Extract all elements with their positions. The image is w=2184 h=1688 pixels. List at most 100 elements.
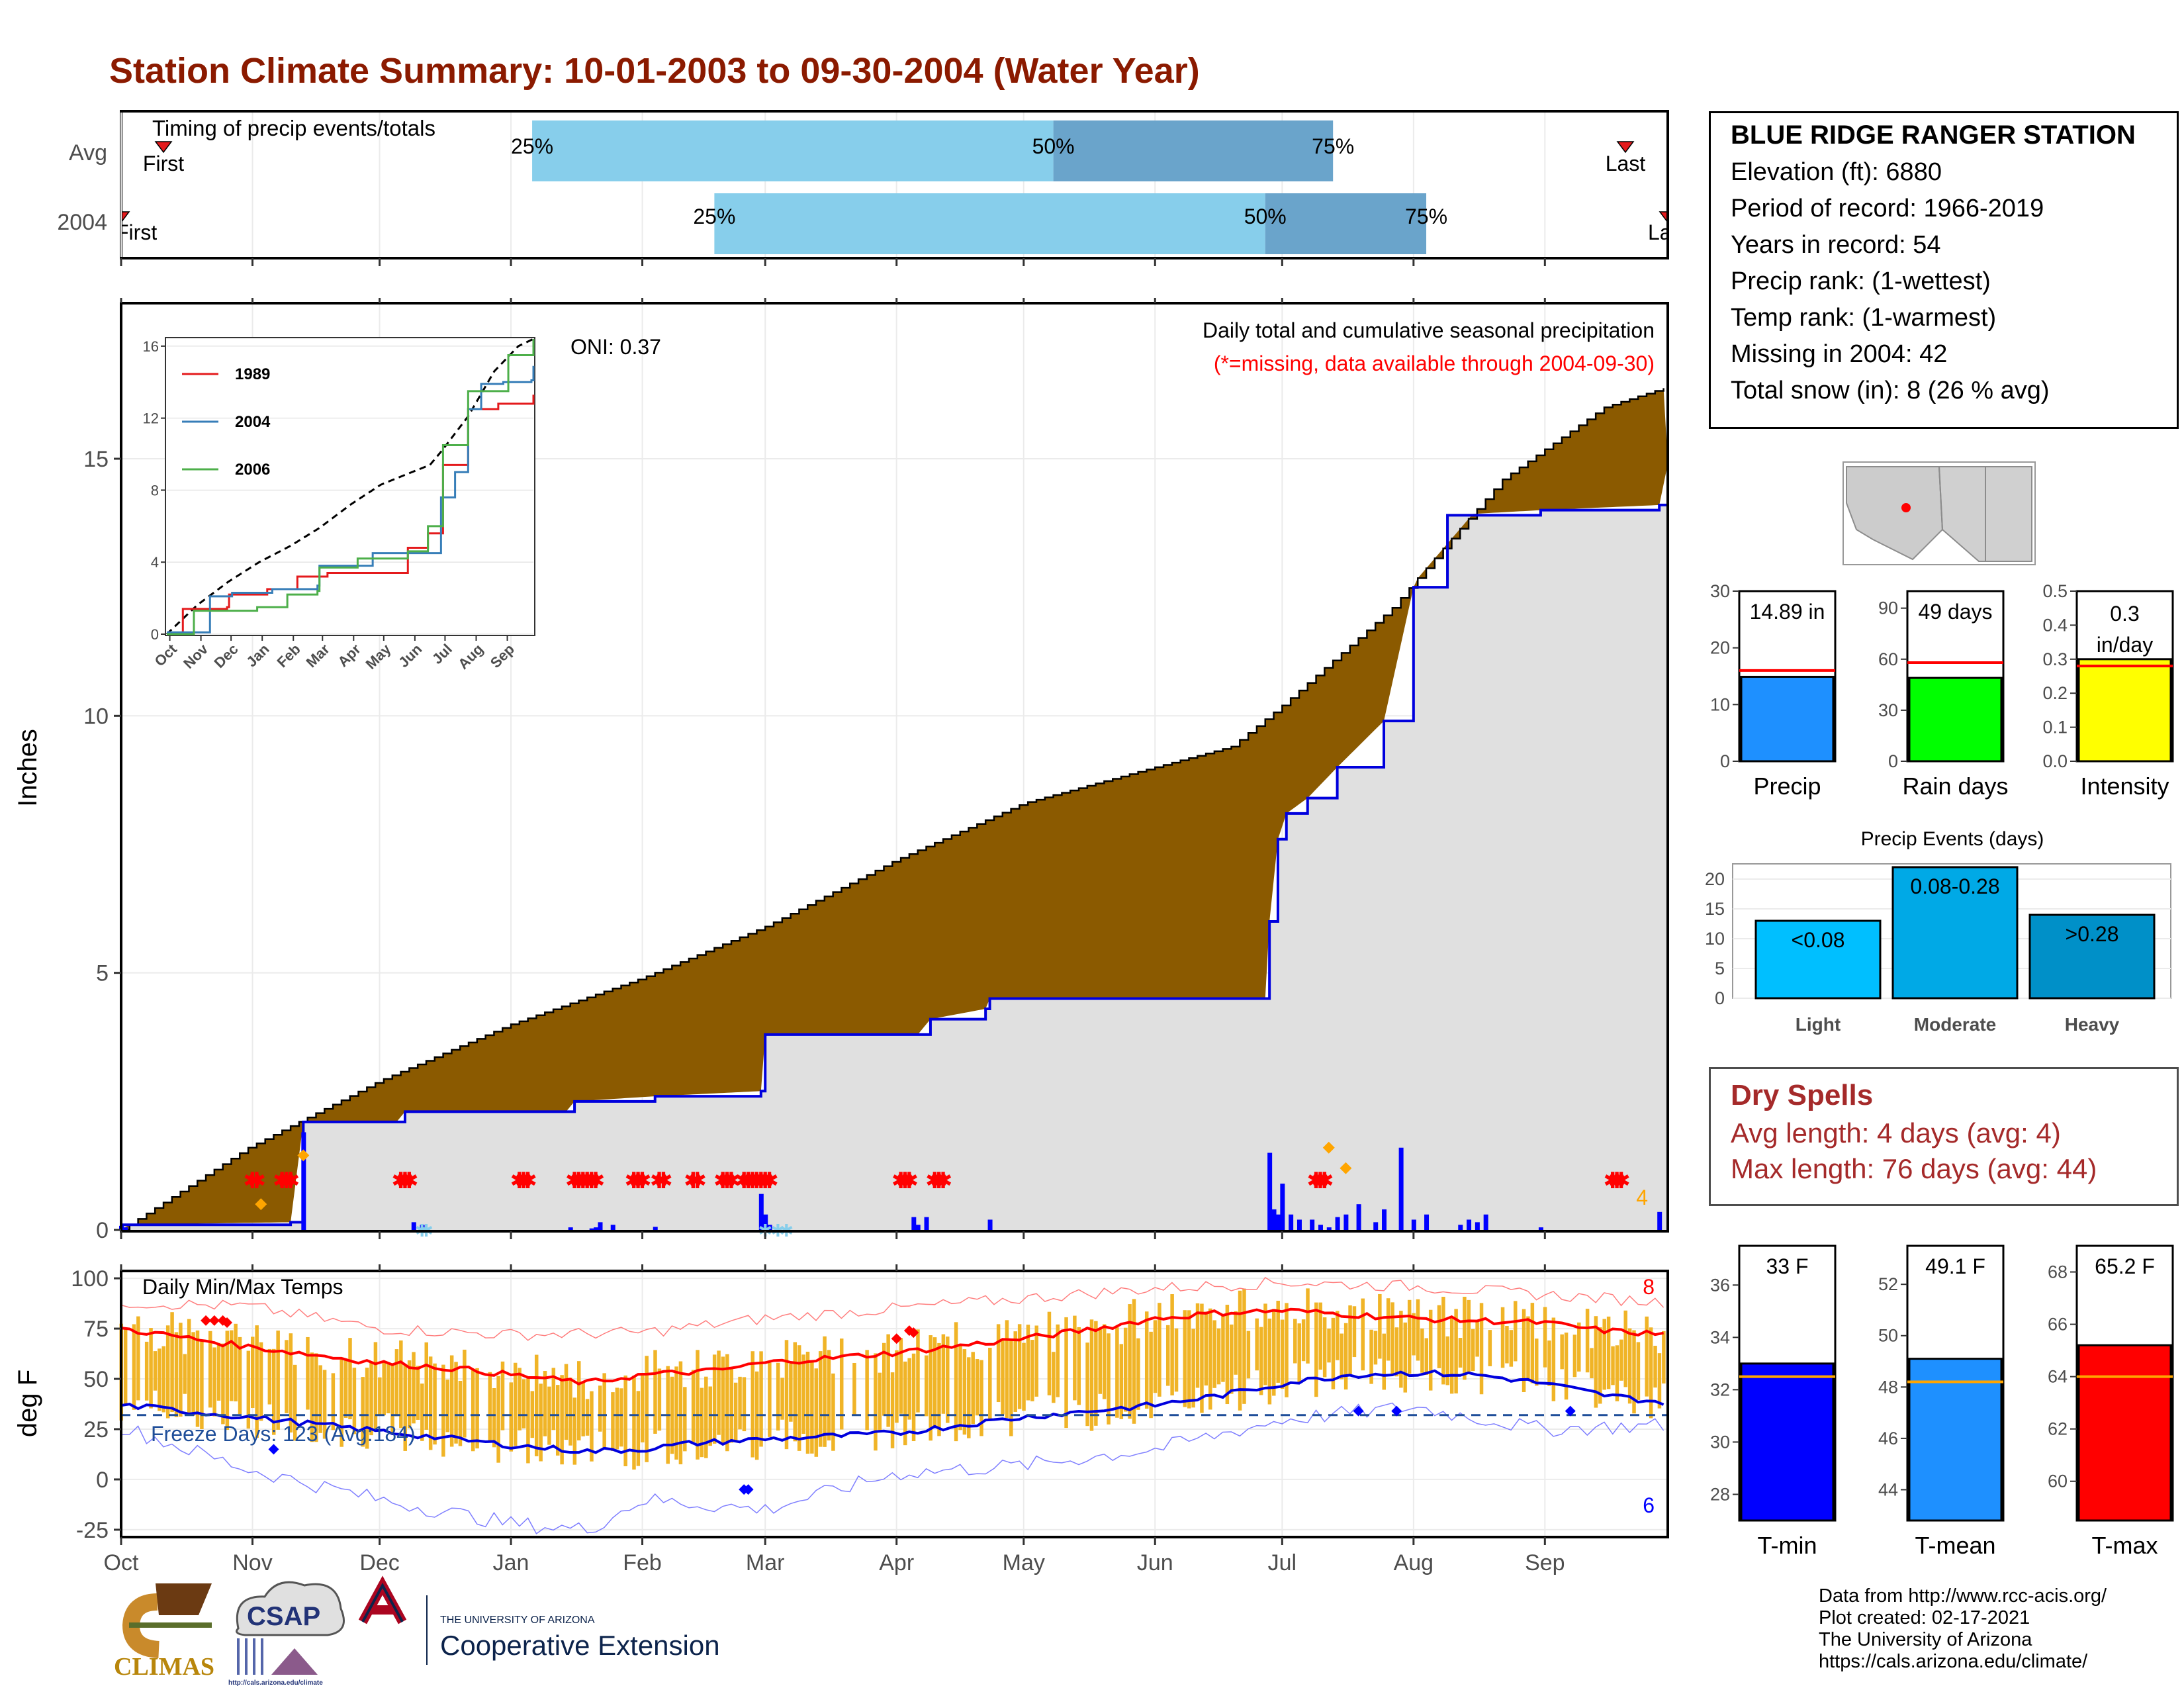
missing-day-marker: ✱ [396, 1168, 415, 1194]
daily-temp-bar [793, 1342, 797, 1442]
summary-ytick-label: 64 [2048, 1367, 2068, 1387]
csap-bars [237, 1638, 263, 1675]
daily-temp-bar [234, 1323, 238, 1402]
events-category-label: Heavy [2065, 1014, 2120, 1035]
daily-temp-bar [911, 1353, 916, 1442]
daily-temp-bar [212, 1347, 216, 1417]
daily-temp-bar [670, 1376, 674, 1454]
daily-temp-bar [696, 1350, 700, 1460]
missing-day-marker: ✱ [743, 1168, 762, 1194]
daily-temp-bar [1238, 1290, 1242, 1411]
daily-precip-bar [1267, 1152, 1273, 1230]
daily-temp-bar [831, 1373, 835, 1451]
summary-category-label: T-max [2091, 1532, 2158, 1559]
daily-temp-bar [827, 1350, 831, 1441]
daily-temp-bar [449, 1355, 454, 1447]
inset-avg-line [165, 338, 534, 635]
daily-temp-bar [1030, 1340, 1034, 1401]
daily-temp-bar [1094, 1321, 1098, 1426]
daily-temp-bar [569, 1378, 572, 1446]
credit-line: The University of Arizona [1819, 1629, 2032, 1650]
daily-temp-bar [530, 1391, 535, 1438]
daily-temp-bar [1183, 1310, 1187, 1407]
daily-precip-bar [1538, 1227, 1543, 1230]
daily-temp-bar [717, 1350, 721, 1435]
daily-temp-bar [144, 1341, 149, 1401]
timing-percent-label: 75% [1312, 134, 1354, 158]
station-elevation: Elevation (ft): 6880 [1731, 158, 1942, 186]
daily-temp-bar [1467, 1299, 1471, 1374]
missing-day-marker: ✱ [760, 1168, 779, 1194]
summary-category-label: T-min [1758, 1532, 1817, 1559]
daily-temp-bar [420, 1383, 424, 1441]
precip-events-chart: Precip Events (days) 0 5 10 15 20 <0.08 Light 0.… [1705, 828, 2171, 1035]
daily-temp-bar [306, 1336, 310, 1410]
daily-temp-bar [386, 1363, 390, 1414]
timing-percent-label: 25% [511, 134, 553, 158]
daily-temp-bar [645, 1356, 649, 1462]
daily-temp-bar [1153, 1320, 1158, 1393]
record-low-marker [1565, 1405, 1576, 1417]
events-category-label: Moderate [1914, 1014, 1996, 1035]
month-label: Jan [493, 1550, 529, 1575]
daily-temp-bar [1475, 1321, 1479, 1357]
daily-precip-bar [1297, 1219, 1302, 1230]
daily-temp-bar [962, 1349, 967, 1435]
daily-temp-bar [136, 1316, 140, 1401]
daily-temp-bar [641, 1376, 645, 1442]
missing-day-marker: ✱ [1604, 1168, 1623, 1194]
daily-precip-bar [1382, 1209, 1387, 1230]
first-event-marker [122, 211, 130, 222]
daily-temp-bar [1649, 1327, 1653, 1419]
missing-day-marker: ✱ [248, 1168, 267, 1194]
daily-temp-bar [267, 1348, 272, 1405]
daily-precip-bar [767, 1225, 772, 1230]
ua-line2: Cooperative Extension [440, 1630, 720, 1661]
avg-min-line [120, 1369, 1664, 1454]
daily-temp-bar [708, 1386, 712, 1446]
daily-temp-bar [576, 1361, 581, 1440]
last-event-marker [1659, 211, 1666, 222]
daily-temp-bar [801, 1354, 805, 1434]
daily-precip-bar [911, 1217, 917, 1230]
summary-ytick-label: 34 [1710, 1327, 1730, 1347]
daily-temp-bar [1089, 1319, 1094, 1431]
month-label: Jun [1137, 1550, 1173, 1575]
missing-markers: ✱✱ ✱✱✱ ✱✱✱ ✱✱✱ ✱✱✱✱✱✱ ✱✱✱✱✱ ✱✱ ✱✱✱✱✱✱✱✱✱✱ ✱✱✱ ✱✱✱… [243, 1168, 1631, 1241]
daily-temp-bar [1479, 1303, 1484, 1395]
summary-precip-charts: 0 10 20 30 14.89 in Precip 0 30 60 90 49 days Rain … [1710, 581, 2174, 800]
daily-precip-bar [301, 1132, 306, 1230]
daily-temp-bar [721, 1356, 725, 1443]
record-low-marker [743, 1484, 754, 1495]
daily-precip-bar [763, 1214, 768, 1230]
record-low-marker [1391, 1405, 1402, 1417]
daily-temp-bar [712, 1354, 717, 1444]
climas-logo-text: CLIMAS [114, 1653, 214, 1681]
missing-day-marker: ✱ [1612, 1168, 1631, 1194]
daily-temp-bar [433, 1363, 437, 1445]
summary-temp-charts: 28 30 32 34 36 33 F T-min 44 46 48 50 52 49.1 F T-mea… [1710, 1244, 2174, 1559]
daily-temp-bar [1547, 1340, 1551, 1386]
daily-temp-bar [1306, 1288, 1310, 1364]
daily-temp-bar [1420, 1328, 1424, 1373]
summary-ytick-label: 0.0 [2042, 751, 2068, 771]
daily-temp-bar [1280, 1319, 1285, 1389]
daily-temp-bar [458, 1380, 463, 1446]
inset-series-line-2004 [167, 365, 535, 633]
daily-precip-bar [987, 1219, 993, 1230]
daily-precip-bar [1326, 1227, 1332, 1230]
daily-temp-bar [619, 1388, 623, 1447]
temp-ytick-label: 50 [83, 1367, 109, 1392]
summary-ytick-label: 44 [1878, 1479, 1898, 1499]
daily-temp-bar [1301, 1319, 1306, 1362]
daily-temp-bar [1102, 1324, 1107, 1399]
daily-temp-bar [1606, 1316, 1611, 1389]
missing-day-marker: ✱ [514, 1168, 533, 1194]
missing-note: (*=missing, data available through 2004-… [1214, 352, 1655, 375]
csap-url: http://cals.arizona.edu/climate [228, 1679, 323, 1687]
daily-temp-bar [229, 1330, 234, 1401]
first-event-marker [154, 141, 173, 154]
daily-temp-bar [1348, 1305, 1352, 1374]
heavy-event-marker [297, 1149, 310, 1162]
